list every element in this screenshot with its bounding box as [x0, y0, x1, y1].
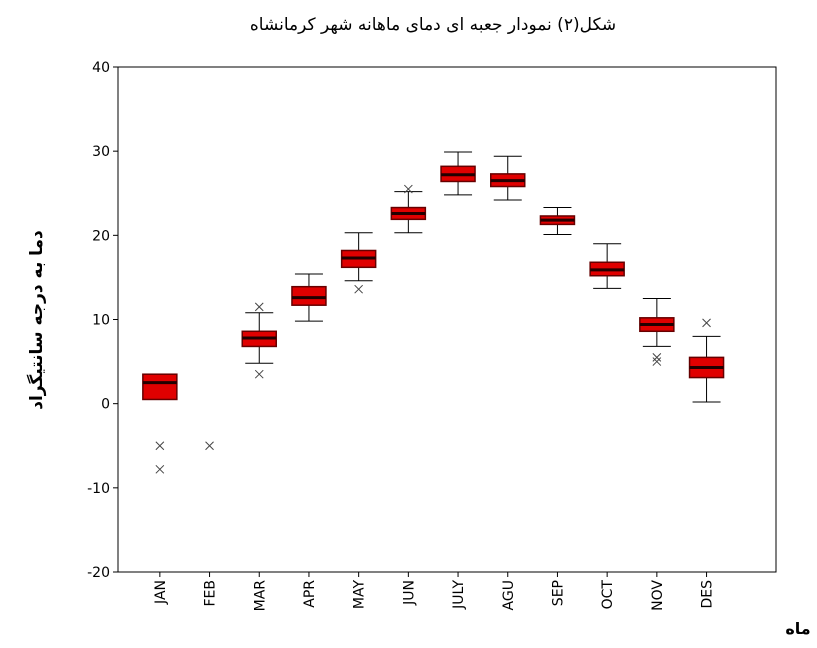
y-tick-label: 10 — [92, 313, 110, 329]
outlier — [652, 353, 662, 362]
y-tick-label: 20 — [92, 228, 110, 244]
outlier — [702, 318, 711, 328]
x-tick-label: JAN — [153, 580, 169, 605]
y-axis-label: دما به درجه سانتیگراد — [26, 230, 47, 410]
outlier — [652, 357, 662, 366]
x-tick-label: AGU — [501, 580, 517, 610]
y-tick-label: 30 — [92, 144, 110, 160]
outlier — [254, 369, 264, 379]
x-tick-label: FEB — [203, 580, 219, 607]
x-tick-label: NOV — [650, 580, 666, 611]
x-tick-label: JUN — [401, 580, 417, 606]
x-tick-label: MAR — [252, 580, 268, 612]
x-tick-label: DES — [700, 580, 716, 609]
y-tick-label: 40 — [92, 60, 110, 76]
x-axis-label: ماه — [785, 619, 810, 638]
x-tick-label: OCT — [600, 580, 616, 610]
x-tick-label: MAY — [352, 580, 368, 610]
y-tick-label: -10 — [87, 481, 110, 497]
outlier — [155, 464, 165, 474]
x-tick-label: APR — [302, 580, 318, 608]
outlier — [403, 184, 413, 194]
outlier — [254, 302, 264, 312]
chart-title: شکل(۲) نمودار جعبه ای دمای ماهانه شهر کر… — [250, 15, 616, 35]
y-tick-label: -20 — [87, 565, 110, 581]
box — [291, 285, 327, 306]
plot-frame — [117, 66, 777, 573]
x-tick-label: JULY — [451, 580, 467, 610]
outlier — [155, 441, 165, 451]
x-tick-label: SEP — [550, 580, 566, 606]
outlier — [205, 441, 214, 451]
box — [142, 373, 178, 401]
y-tick-label: 0 — [101, 397, 110, 413]
outlier — [354, 284, 364, 294]
